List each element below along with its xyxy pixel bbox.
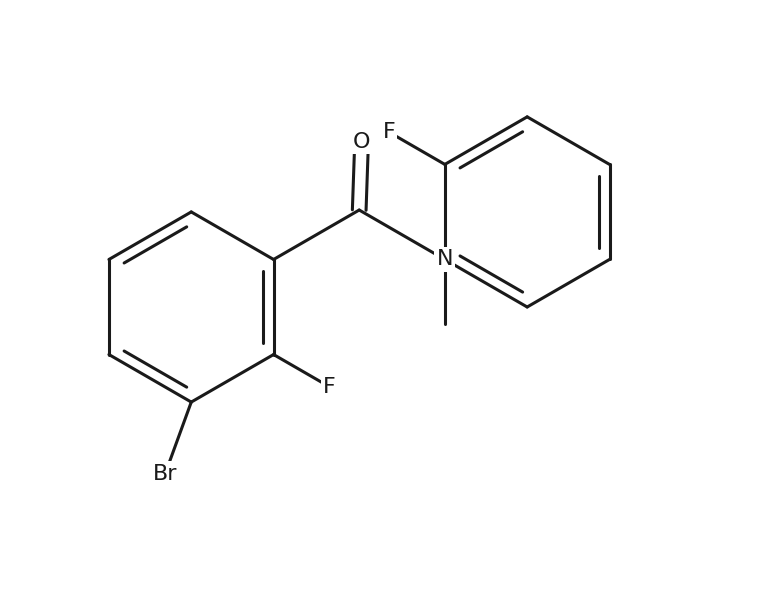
Text: F: F (323, 377, 336, 397)
Text: Br: Br (153, 464, 177, 484)
Text: O: O (353, 131, 370, 152)
Text: F: F (383, 122, 395, 142)
Text: N: N (436, 249, 453, 270)
